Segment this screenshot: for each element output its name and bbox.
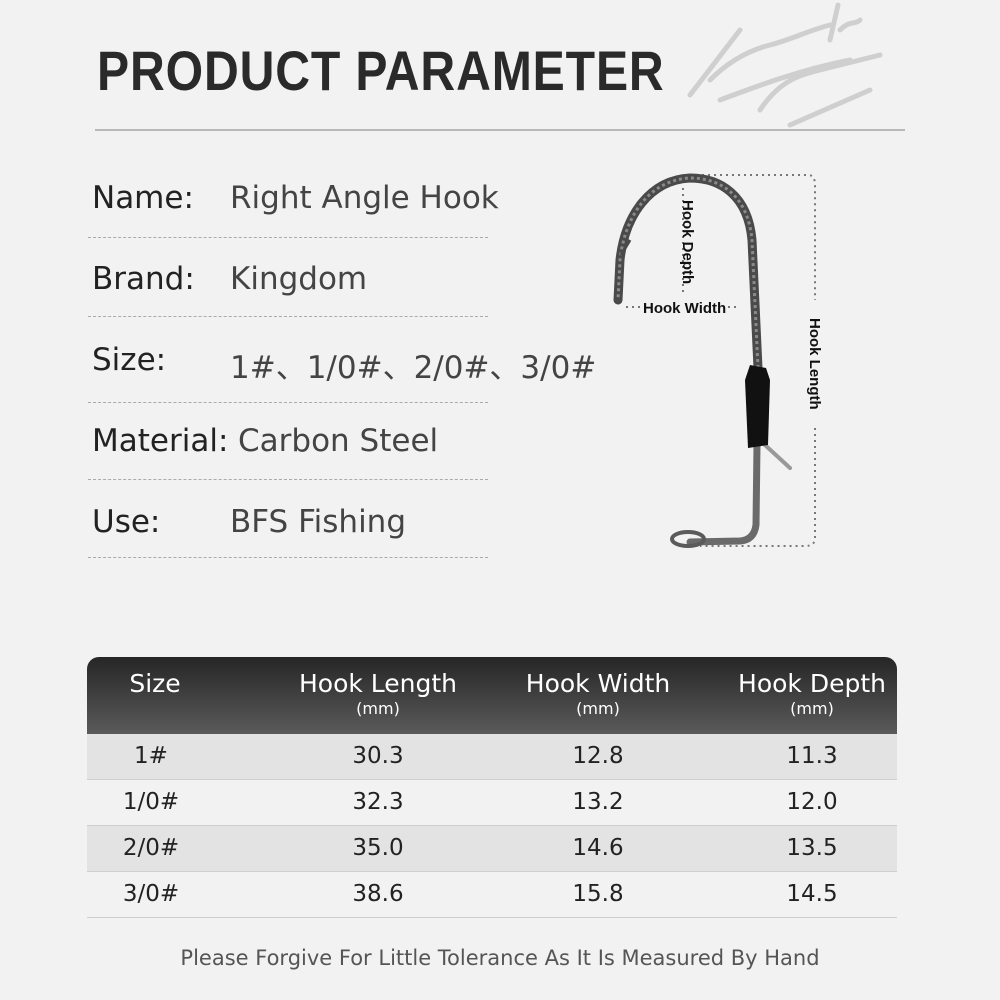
column-header-hook-width: Hook Width (mm)	[526, 669, 670, 718]
cell-length: 35.0	[352, 835, 404, 861]
table-row: 1# 30.3 12.8 11.3	[87, 734, 897, 780]
cell-length: 38.6	[352, 881, 404, 907]
hook-diagram: Hook Depth Hook Width Hook Length	[613, 173, 823, 548]
tolerance-note: Please Forgive For Little Tolerance As I…	[180, 946, 820, 970]
param-row-size: Size: 1#、1/0#、2/0#、3/0#	[88, 328, 596, 403]
column-header-hook-depth: Hook Depth (mm)	[738, 669, 886, 718]
cell-width: 13.2	[572, 789, 624, 815]
param-label: Use:	[92, 504, 161, 540]
cell-width: 14.6	[572, 835, 624, 861]
param-row-use: Use: BFS Fishing	[88, 490, 488, 558]
cell-width: 12.8	[572, 743, 624, 769]
cell-length: 32.3	[352, 789, 404, 815]
param-value: BFS Fishing	[230, 504, 407, 540]
column-header-size: Size	[129, 669, 180, 698]
param-value: 1#、1/0#、2/0#、3/0#	[230, 350, 597, 386]
header-unit: (mm)	[790, 699, 834, 718]
hook-illustration	[613, 173, 792, 548]
cell-size: 1#	[134, 743, 168, 769]
cell-width: 15.8	[572, 881, 624, 907]
header-label: Hook Depth	[738, 669, 886, 698]
param-value: Kingdom	[230, 261, 368, 297]
column-header-hook-length: Hook Length (mm)	[299, 669, 457, 718]
param-row-brand: Brand: Kingdom	[88, 248, 488, 317]
title-divider	[95, 129, 905, 131]
param-label: Size:	[92, 342, 167, 378]
param-value: Carbon Steel	[238, 423, 439, 459]
param-row-name: Name: Right Angle Hook	[88, 168, 499, 238]
hook-depth-label: Hook Depth	[679, 200, 696, 284]
param-label: Name:	[92, 180, 194, 216]
header-unit: (mm)	[576, 699, 620, 718]
param-value: Right Angle Hook	[230, 180, 499, 216]
param-row-material: Material: Carbon Steel	[88, 410, 488, 480]
table-row: 1/0# 32.3 13.2 12.0	[87, 780, 897, 826]
table-row: 3/0# 38.6 15.8 14.5	[87, 872, 897, 918]
table-row: 2/0# 35.0 14.6 13.5	[87, 826, 897, 872]
kingdom-signature-logo	[687, 2, 883, 128]
hook-width-label: Hook Width	[643, 300, 726, 317]
header-label: Size	[129, 669, 181, 698]
cell-size: 1/0#	[122, 789, 180, 815]
header-label: Hook Width	[525, 669, 671, 698]
table-header: Size Hook Length (mm) Hook Width (mm) Hook…	[87, 657, 897, 734]
param-label: Material:	[92, 423, 229, 459]
cell-depth: 11.3	[786, 743, 838, 769]
param-label: Brand:	[92, 261, 195, 297]
cell-size: 2/0#	[122, 835, 180, 861]
cell-depth: 13.5	[786, 835, 838, 861]
page-title: PRODUCT PARAMETER	[97, 39, 665, 102]
header-label: Hook Length	[298, 669, 458, 698]
cell-depth: 12.0	[786, 789, 838, 815]
size-table: Size Hook Length (mm) Hook Width (mm) Hook…	[87, 657, 897, 918]
hook-length-label: Hook Length	[806, 318, 823, 410]
cell-size: 3/0#	[122, 881, 180, 907]
cell-length: 30.3	[352, 743, 404, 769]
cell-depth: 14.5	[786, 881, 838, 907]
header-unit: (mm)	[356, 699, 400, 718]
